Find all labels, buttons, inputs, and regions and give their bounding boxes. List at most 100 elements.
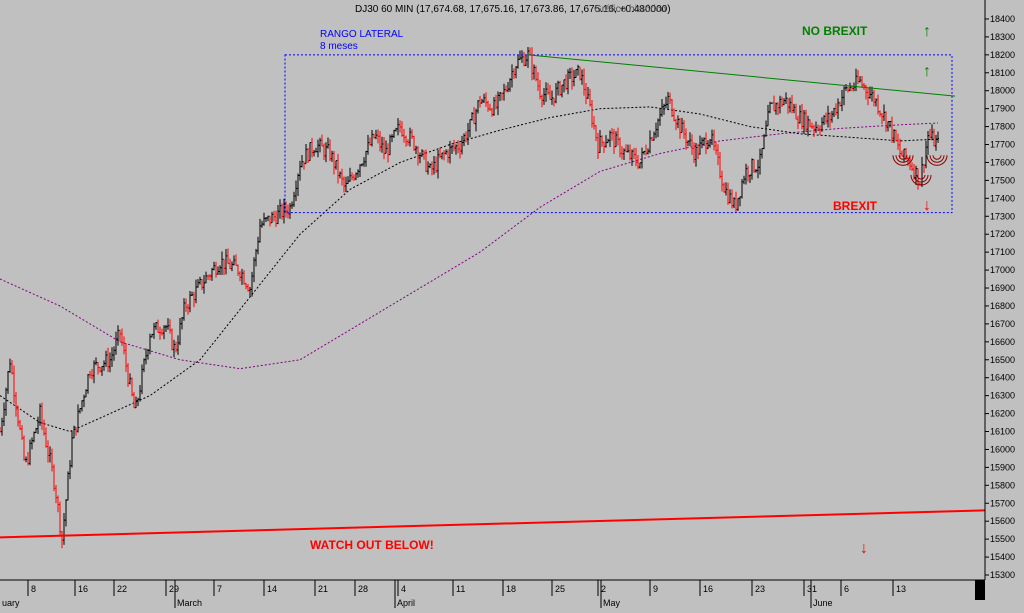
ohlc-bar bbox=[15, 392, 17, 417]
ohlc-bar bbox=[649, 130, 651, 154]
ohlc-bar bbox=[129, 373, 131, 385]
ohlc-bar bbox=[511, 64, 513, 88]
range-duration-label: 8 meses bbox=[320, 41, 358, 52]
x-tick-label: 6 bbox=[844, 584, 849, 594]
ohlc-bar bbox=[623, 148, 625, 160]
ohlc-bar bbox=[575, 69, 577, 79]
ohlc-bar bbox=[115, 331, 117, 355]
ohlc-bar bbox=[209, 274, 211, 281]
ohlc-bar bbox=[149, 333, 151, 355]
cup-pattern-mark bbox=[895, 155, 911, 163]
ohlc-bar bbox=[841, 90, 843, 112]
ohlc-bar bbox=[895, 129, 897, 142]
ohlc-bar bbox=[707, 140, 709, 150]
ohlc-bar bbox=[359, 164, 361, 177]
ohlc-bar bbox=[501, 92, 503, 101]
ohlc-bar bbox=[321, 134, 323, 147]
ohlc-bar bbox=[657, 118, 659, 138]
ohlc-bar bbox=[779, 95, 781, 114]
ohlc-bar bbox=[835, 103, 837, 116]
ohlc-bar bbox=[101, 366, 103, 376]
ohlc-bar bbox=[885, 111, 887, 132]
ohlc-bar bbox=[433, 155, 435, 175]
ohlc-bar bbox=[193, 291, 195, 308]
ohlc-bar bbox=[277, 205, 279, 225]
ohlc-bar bbox=[103, 360, 105, 371]
ohlc-bar bbox=[151, 333, 153, 338]
y-tick-label: 17600 bbox=[990, 157, 1015, 167]
ohlc-bar bbox=[315, 147, 317, 153]
ohlc-bar bbox=[701, 137, 703, 149]
up-arrow-icon: ↑ bbox=[923, 63, 931, 80]
ohlc-bar bbox=[585, 83, 587, 105]
moving-average-short bbox=[0, 106, 939, 433]
ohlc-bar bbox=[741, 178, 743, 199]
ohlc-bar bbox=[833, 107, 835, 117]
ohlc-bar bbox=[183, 298, 185, 321]
ohlc-bar bbox=[563, 79, 565, 93]
ohlc-bar bbox=[297, 173, 299, 197]
ohlc-bar bbox=[291, 201, 293, 209]
overlay-label: Gráfico histórico bbox=[594, 4, 667, 15]
ohlc-bar bbox=[117, 325, 119, 346]
ohlc-bar bbox=[35, 427, 37, 434]
x-tick-label: 8 bbox=[31, 584, 36, 594]
ohlc-bar bbox=[197, 279, 199, 288]
ohlc-bar bbox=[177, 335, 179, 355]
y-tick-label: 17100 bbox=[990, 247, 1015, 257]
ohlc-bar bbox=[677, 115, 679, 129]
ohlc-bar bbox=[253, 257, 255, 283]
ohlc-bar bbox=[493, 97, 495, 116]
ohlc-bar bbox=[537, 72, 539, 91]
ohlc-bar bbox=[59, 501, 61, 537]
ohlc-bar bbox=[279, 199, 281, 219]
ohlc-bar bbox=[909, 157, 911, 171]
ohlc-bar bbox=[533, 64, 535, 80]
ohlc-bar bbox=[251, 271, 253, 297]
ohlc-bar bbox=[685, 128, 687, 150]
ohlc-bar bbox=[813, 124, 815, 138]
ohlc-bar bbox=[505, 85, 507, 93]
ohlc-bar bbox=[339, 171, 341, 179]
ohlc-bar bbox=[763, 134, 765, 150]
ohlc-bar bbox=[75, 426, 77, 436]
ohlc-bar bbox=[29, 439, 31, 466]
ohlc-bar bbox=[1, 417, 3, 436]
ohlc-bar bbox=[267, 215, 269, 222]
ohlc-bar bbox=[539, 79, 541, 100]
y-tick-label: 17800 bbox=[990, 122, 1015, 132]
y-tick-label: 16500 bbox=[990, 355, 1015, 365]
y-tick-label: 15700 bbox=[990, 498, 1015, 508]
ohlc-bar bbox=[367, 134, 369, 155]
ohlc-bar bbox=[897, 133, 899, 150]
ohlc-bar bbox=[13, 365, 15, 404]
month-label: June bbox=[813, 598, 833, 608]
ohlc-bar bbox=[311, 137, 313, 158]
x-tick-label: 31 bbox=[807, 584, 817, 594]
ohlc-bar bbox=[381, 136, 383, 153]
ohlc-bar bbox=[443, 150, 445, 161]
x-tick-label: 23 bbox=[755, 584, 765, 594]
ohlc-bar bbox=[887, 121, 889, 132]
ohlc-bar bbox=[829, 112, 831, 128]
x-tick-label: 2 bbox=[601, 584, 606, 594]
ohlc-bar bbox=[595, 125, 597, 142]
x-tick-label: 22 bbox=[117, 584, 127, 594]
ohlc-bar bbox=[937, 131, 939, 143]
ohlc-bar bbox=[781, 96, 783, 108]
y-tick-label: 16800 bbox=[990, 301, 1015, 311]
ohlc-bar bbox=[527, 47, 529, 68]
ohlc-bar bbox=[589, 88, 591, 107]
ohlc-bar bbox=[927, 130, 929, 155]
ohlc-bar bbox=[655, 122, 657, 139]
ohlc-bar bbox=[855, 68, 857, 92]
ohlc-bar bbox=[749, 174, 751, 183]
ohlc-bar bbox=[323, 143, 325, 160]
y-tick-label: 16400 bbox=[990, 373, 1015, 383]
x-tick-label: 7 bbox=[217, 584, 222, 594]
ohlc-bar bbox=[475, 108, 477, 132]
ohlc-bar bbox=[73, 425, 75, 439]
ohlc-bar bbox=[521, 50, 523, 63]
ohlc-bar bbox=[83, 394, 85, 408]
ohlc-bar bbox=[789, 97, 791, 113]
